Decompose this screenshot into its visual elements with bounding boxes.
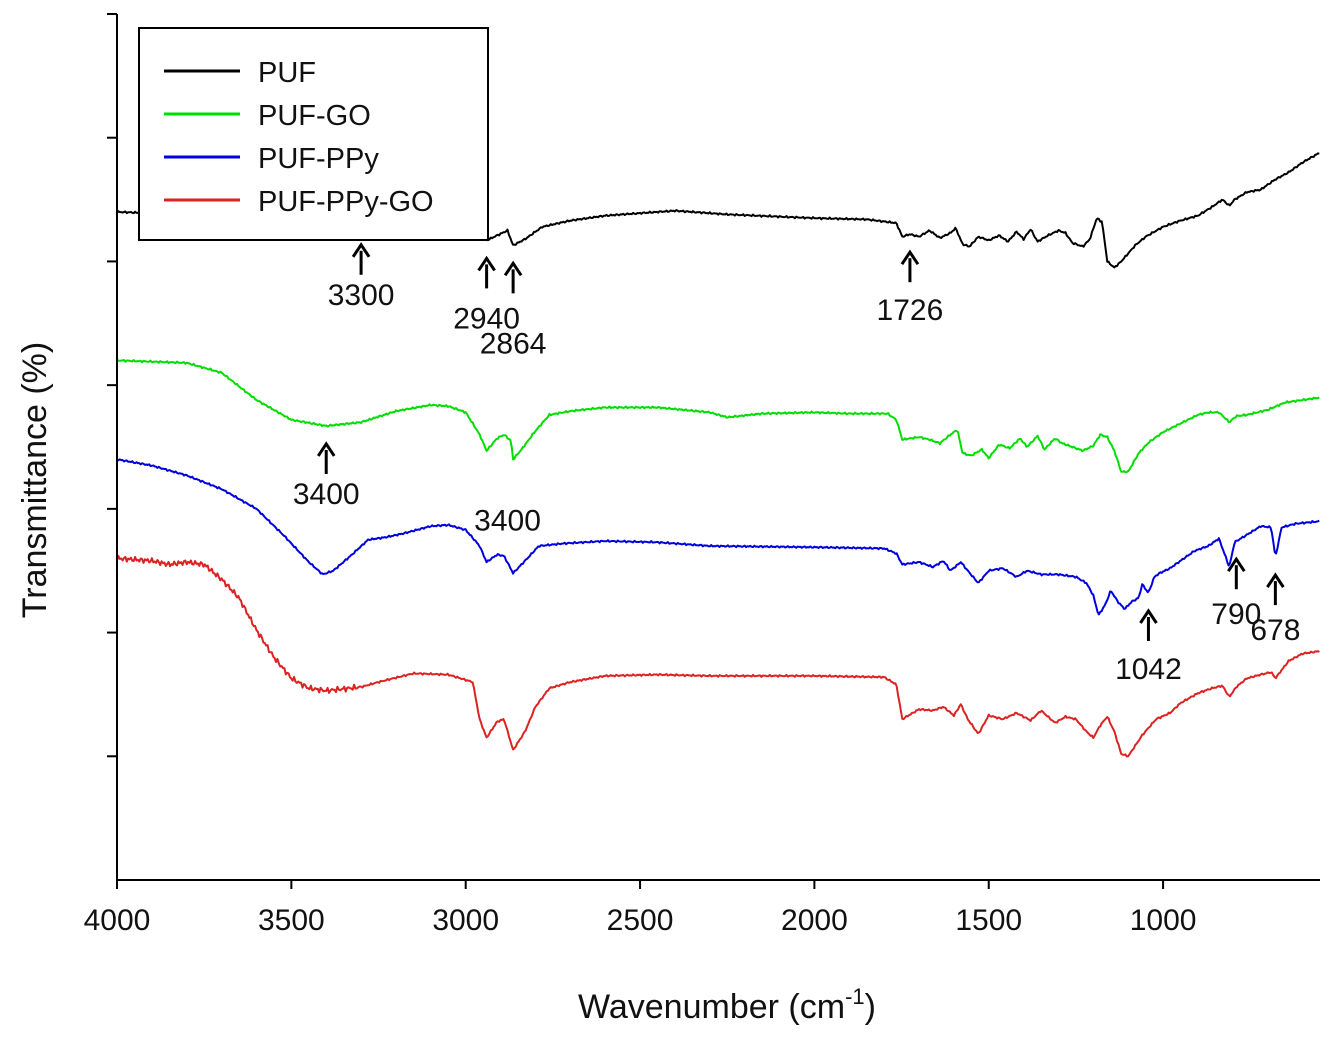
annotation-arrowhead: [900, 249, 920, 266]
annotation-label: 2864: [480, 327, 547, 360]
annotation-label: 3400: [474, 505, 541, 538]
annotation-label: 2940: [453, 302, 520, 335]
axis-layer: 4000 3500 3000 2500 2000 1500 1000: [84, 13, 1320, 937]
annotation-arrowhead: [1139, 608, 1158, 624]
legend-label: PUF: [258, 57, 316, 89]
series-line-puf-go: [116, 358, 1320, 474]
legend: PUF PUF-GO PUF-PPy PUF-PPy-GO: [138, 27, 489, 241]
series-layer: [116, 152, 1320, 758]
series-line-puf-ppy: [116, 458, 1320, 616]
x-tick-label: 1500: [955, 904, 1022, 937]
annotation-arrowhead: [503, 260, 523, 277]
legend-label: PUF-PPy: [258, 143, 379, 175]
x-tick-label: 3500: [258, 904, 325, 937]
annotation-arrowhead: [316, 441, 336, 457]
y-axis-title: Transmittance (%): [16, 342, 54, 618]
series-line-puf-ppy-go: [116, 555, 1320, 758]
legend-box: [138, 27, 489, 241]
annotation-label: 790: [1211, 598, 1261, 631]
x-tick-label: 2000: [781, 904, 848, 937]
x-tick-label: 1000: [1130, 904, 1197, 937]
annotation-label: 1042: [1115, 653, 1182, 686]
annotation-label: 3300: [328, 279, 395, 312]
x-tick-label: 3000: [432, 904, 499, 937]
annotation-label: 678: [1250, 614, 1300, 647]
annotation-arrowhead: [1266, 572, 1285, 588]
annotation-arrowhead: [351, 242, 371, 258]
x-axis-title: Wavenumber (cm-1): [578, 984, 876, 1026]
annotation-label: 3400: [293, 478, 360, 511]
legend-label: PUF-PPy-GO: [258, 186, 434, 218]
annotation-label: 1726: [877, 294, 944, 327]
annotation-arrowhead: [477, 255, 496, 272]
x-tick-label: 4000: [84, 904, 151, 937]
annotation-arrowhead: [1227, 556, 1246, 573]
x-tick-label: 2500: [607, 904, 674, 937]
legend-label: PUF-GO: [258, 100, 371, 132]
